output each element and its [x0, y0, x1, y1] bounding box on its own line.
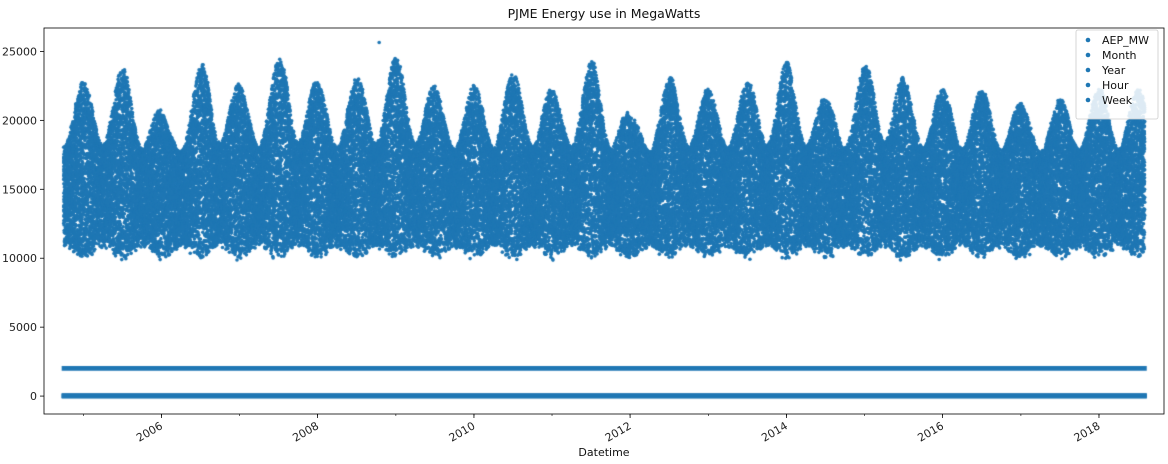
legend-entry: Month — [1102, 49, 1137, 62]
y-axis: 0 5000 10000 15000 20000 25000 — [2, 45, 44, 403]
y-tick-label: 10000 — [2, 252, 37, 265]
y-tick-label: 20000 — [2, 114, 37, 127]
y-tick-label: 15000 — [2, 183, 37, 196]
plot-frame — [43, 27, 1165, 415]
legend-marker — [1085, 82, 1091, 88]
legend-entry: AEP_MW — [1102, 34, 1149, 47]
y-tick-label: 5000 — [9, 321, 37, 334]
legend-entry: Year — [1101, 64, 1126, 77]
legend: AEP_MW Month Year Hour Week — [1075, 29, 1159, 120]
legend-marker — [1085, 52, 1091, 58]
y-tick-label: 0 — [30, 390, 37, 403]
legend-marker — [1085, 37, 1091, 43]
scatter-markers — [44, 28, 1164, 414]
legend-entry: Week — [1102, 94, 1133, 107]
legend-marker — [1085, 67, 1091, 73]
scatter-points — [44, 28, 1164, 414]
legend-box — [1075, 29, 1159, 120]
y-tick-label: 25000 — [2, 45, 37, 58]
chart-title: PJME Energy use in MegaWatts — [508, 6, 701, 21]
legend-marker — [1085, 97, 1091, 103]
x-axis-label: Datetime — [578, 446, 629, 459]
legend-entry: Hour — [1102, 79, 1129, 92]
